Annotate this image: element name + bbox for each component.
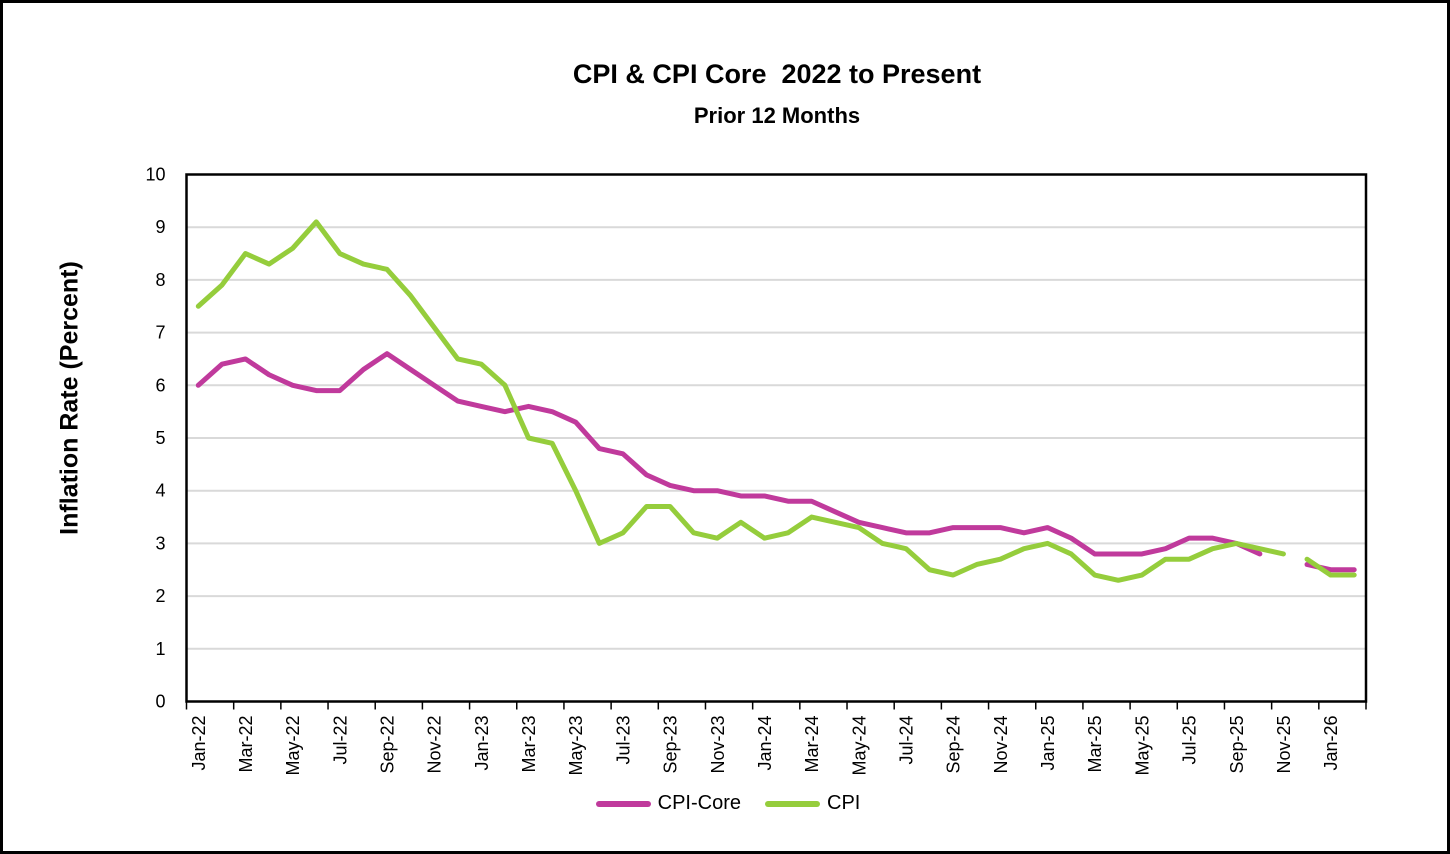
legend-label-cpi-core: CPI-Core [657,792,741,814]
x-tick-label: Jan-26 [1321,716,1341,771]
x-tick-label: May-24 [849,716,869,776]
x-tick-label: Jan-25 [1038,716,1058,771]
x-tick-label: Mar-24 [802,716,822,773]
x-tick-label: Jan-22 [189,716,209,771]
y-tick-label: 0 [155,692,165,712]
y-tick-label: 3 [155,533,165,553]
y-tick-label: 1 [155,639,165,659]
series-line-cpi-core [195,351,1263,557]
plot-area: 0 1 2 3 4 5 6 7 8 9 10 Jan-22 Mar-22 May-22 Jul-22 Sep-… [145,165,1368,776]
y-tick-label: 7 [155,323,165,343]
x-tick-label: May-23 [566,716,586,776]
x-tick-label: Sep-23 [661,716,681,774]
y-tick-label: 8 [155,270,165,290]
x-tick-label: May-25 [1132,716,1152,776]
x-tick-label: Mar-22 [236,716,256,773]
plot-border [185,173,1368,703]
y-tick-label: 2 [155,586,165,606]
x-tick-label: Mar-23 [519,716,539,773]
x-tick-label: Jul-22 [330,716,350,765]
legend-swatch-cpi [765,800,820,807]
x-tick-label: Nov-25 [1274,716,1294,774]
legend: CPI-Core CPI [3,792,1447,815]
x-tick-label: Mar-25 [1085,716,1105,773]
series-line-cpi [195,219,1286,583]
x-tick-label: Jul-23 [613,716,633,765]
x-tick-label: Sep-24 [944,716,964,774]
x-tick-label: May-22 [283,716,303,776]
x-tick-label: Nov-24 [991,716,1011,774]
y-tick-label: 5 [155,428,165,448]
legend-swatch-cpi-core [595,800,651,807]
x-tick-label: Sep-25 [1227,716,1247,774]
legend-entry-cpi-core: CPI-Core [595,792,741,815]
x-tick-label: Jul-24 [896,716,916,765]
legend-entry-cpi: CPI [765,792,860,815]
y-tick-label: 4 [155,481,165,501]
series-line-cpi [1304,556,1357,578]
x-tick-label: Nov-23 [708,716,728,774]
x-tick-label: Sep-22 [378,716,398,774]
y-tick-label: 6 [155,375,165,395]
y-tick-label: 10 [145,165,165,185]
x-tick-label: Jan-23 [472,716,492,771]
x-tick-label: Jan-24 [755,716,775,771]
chart-title: CPI & CPI Core 2022 to Present [572,59,982,89]
legend-label-cpi: CPI [827,792,861,814]
x-tick-label: Jul-25 [1180,716,1200,765]
chart-subtitle: Prior 12 Months [693,103,861,128]
y-tick-label: 9 [155,217,165,237]
x-tick-label: Nov-22 [425,716,445,774]
